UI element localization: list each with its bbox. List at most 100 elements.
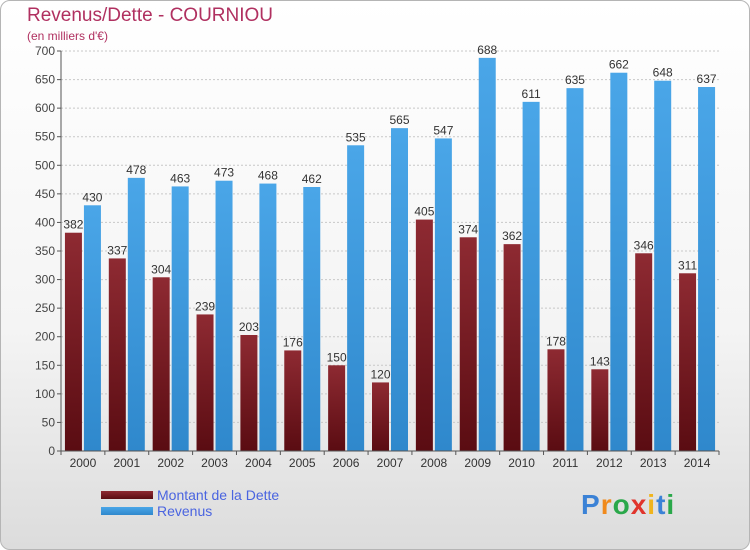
data-label-revenus: 463 [170, 171, 190, 185]
legend-swatch-revenus [101, 507, 153, 515]
bar-revenus [303, 187, 321, 451]
data-label-revenus: 648 [653, 66, 673, 80]
bar-dette [196, 314, 214, 451]
legend-swatch-dette [101, 491, 153, 499]
data-label-dette: 203 [239, 320, 259, 334]
bar-dette [503, 244, 521, 451]
x-tick-label: 2009 [464, 456, 491, 470]
x-tick-label: 2003 [201, 456, 228, 470]
data-label-revenus: 430 [82, 190, 102, 204]
chart-title: Revenus/Dette - COURNIOU [27, 5, 274, 26]
logo-letter: r [600, 489, 613, 520]
data-label-dette: 405 [414, 205, 434, 219]
bar-revenus [566, 88, 584, 452]
bar-dette [679, 273, 697, 451]
bar-dette [591, 369, 609, 451]
data-label-dette: 374 [458, 222, 478, 236]
x-tick-label: 2014 [684, 456, 711, 470]
y-tick-label: 450 [35, 187, 55, 201]
legend-label-dette: Montant de la Dette [157, 487, 280, 503]
bar-revenus [171, 186, 189, 451]
data-label-dette: 178 [546, 334, 566, 348]
bar-revenus [347, 145, 365, 452]
data-label-revenus: 611 [522, 87, 541, 101]
legend-label-revenus: Revenus [157, 503, 213, 519]
data-label-revenus: 547 [433, 123, 453, 137]
x-tick-label: 2000 [70, 456, 97, 470]
y-tick-label: 250 [35, 301, 55, 315]
y-tick-label: 700 [35, 44, 55, 58]
data-label-dette: 311 [678, 258, 697, 272]
data-label-revenus: 565 [389, 113, 409, 127]
data-label-dette: 304 [151, 262, 171, 276]
logo-letter: t [656, 489, 667, 520]
y-tick-label: 300 [35, 273, 55, 287]
data-label-dette: 120 [370, 367, 390, 381]
bar-revenus [698, 87, 716, 451]
x-tick-label: 2010 [508, 456, 535, 470]
bar-dette [372, 382, 389, 451]
bar-dette [64, 232, 82, 451]
bar-dette [284, 350, 302, 451]
x-tick-label: 2006 [333, 456, 360, 470]
data-label-dette: 337 [107, 243, 127, 257]
x-tick-label: 2008 [421, 456, 448, 470]
data-label-dette: 362 [502, 229, 522, 243]
data-label-revenus: 635 [565, 73, 585, 87]
bar-revenus [259, 183, 277, 452]
data-label-revenus: 535 [346, 130, 366, 144]
bar-revenus [127, 177, 145, 451]
data-label-dette: 143 [590, 354, 610, 368]
x-tick-label: 2012 [596, 456, 623, 470]
data-label-revenus: 637 [697, 72, 717, 86]
data-label-revenus: 478 [126, 163, 146, 177]
y-tick-label: 200 [35, 330, 55, 344]
bar-revenus [478, 57, 496, 451]
bar-revenus [391, 128, 408, 451]
y-tick-label: 550 [35, 130, 55, 144]
data-label-revenus: 688 [477, 43, 497, 57]
data-label-revenus: 473 [214, 166, 234, 180]
x-tick-label: 2013 [640, 456, 667, 470]
y-tick-label: 150 [35, 358, 55, 372]
bar-revenus [654, 80, 672, 451]
data-label-revenus: 662 [609, 58, 629, 72]
data-label-dette: 239 [195, 299, 215, 313]
y-tick-label: 100 [35, 387, 55, 401]
data-label-dette: 382 [63, 218, 83, 232]
logo-letter: P [581, 489, 601, 520]
bar-revenus [434, 138, 452, 451]
bar-revenus [522, 101, 540, 451]
x-tick-label: 2007 [377, 456, 404, 470]
bar-revenus [215, 180, 233, 451]
data-label-dette: 150 [327, 350, 347, 364]
logo-letter: x [630, 489, 648, 520]
logo-letter: i [647, 489, 657, 520]
bar-dette [635, 253, 653, 451]
y-tick-label: 400 [35, 215, 55, 229]
y-tick-label: 350 [35, 244, 55, 258]
logo-letter: i [666, 489, 676, 520]
data-label-dette: 346 [634, 238, 654, 252]
x-tick-label: 2005 [289, 456, 316, 470]
data-label-dette: 176 [283, 335, 303, 349]
bar-dette [240, 335, 258, 451]
logo-letter: o [612, 489, 631, 520]
data-label-revenus: 462 [302, 172, 322, 186]
bar-revenus [610, 72, 628, 451]
x-tick-label: 2011 [553, 456, 579, 470]
bar-dette [547, 349, 565, 451]
y-tick-label: 50 [42, 415, 56, 429]
y-tick-label: 650 [35, 73, 55, 87]
y-tick-label: 600 [35, 101, 55, 115]
x-tick-label: 2002 [157, 456, 184, 470]
bar-revenus [83, 205, 101, 451]
proxiti-logo: Proxiti [581, 489, 675, 521]
bar-dette [459, 237, 477, 451]
chart-subtitle: (en milliers d'€) [27, 29, 108, 43]
y-tick-label: 0 [48, 444, 55, 458]
data-label-revenus: 468 [258, 169, 278, 183]
x-tick-label: 2001 [113, 456, 140, 470]
bar-dette [328, 365, 346, 451]
